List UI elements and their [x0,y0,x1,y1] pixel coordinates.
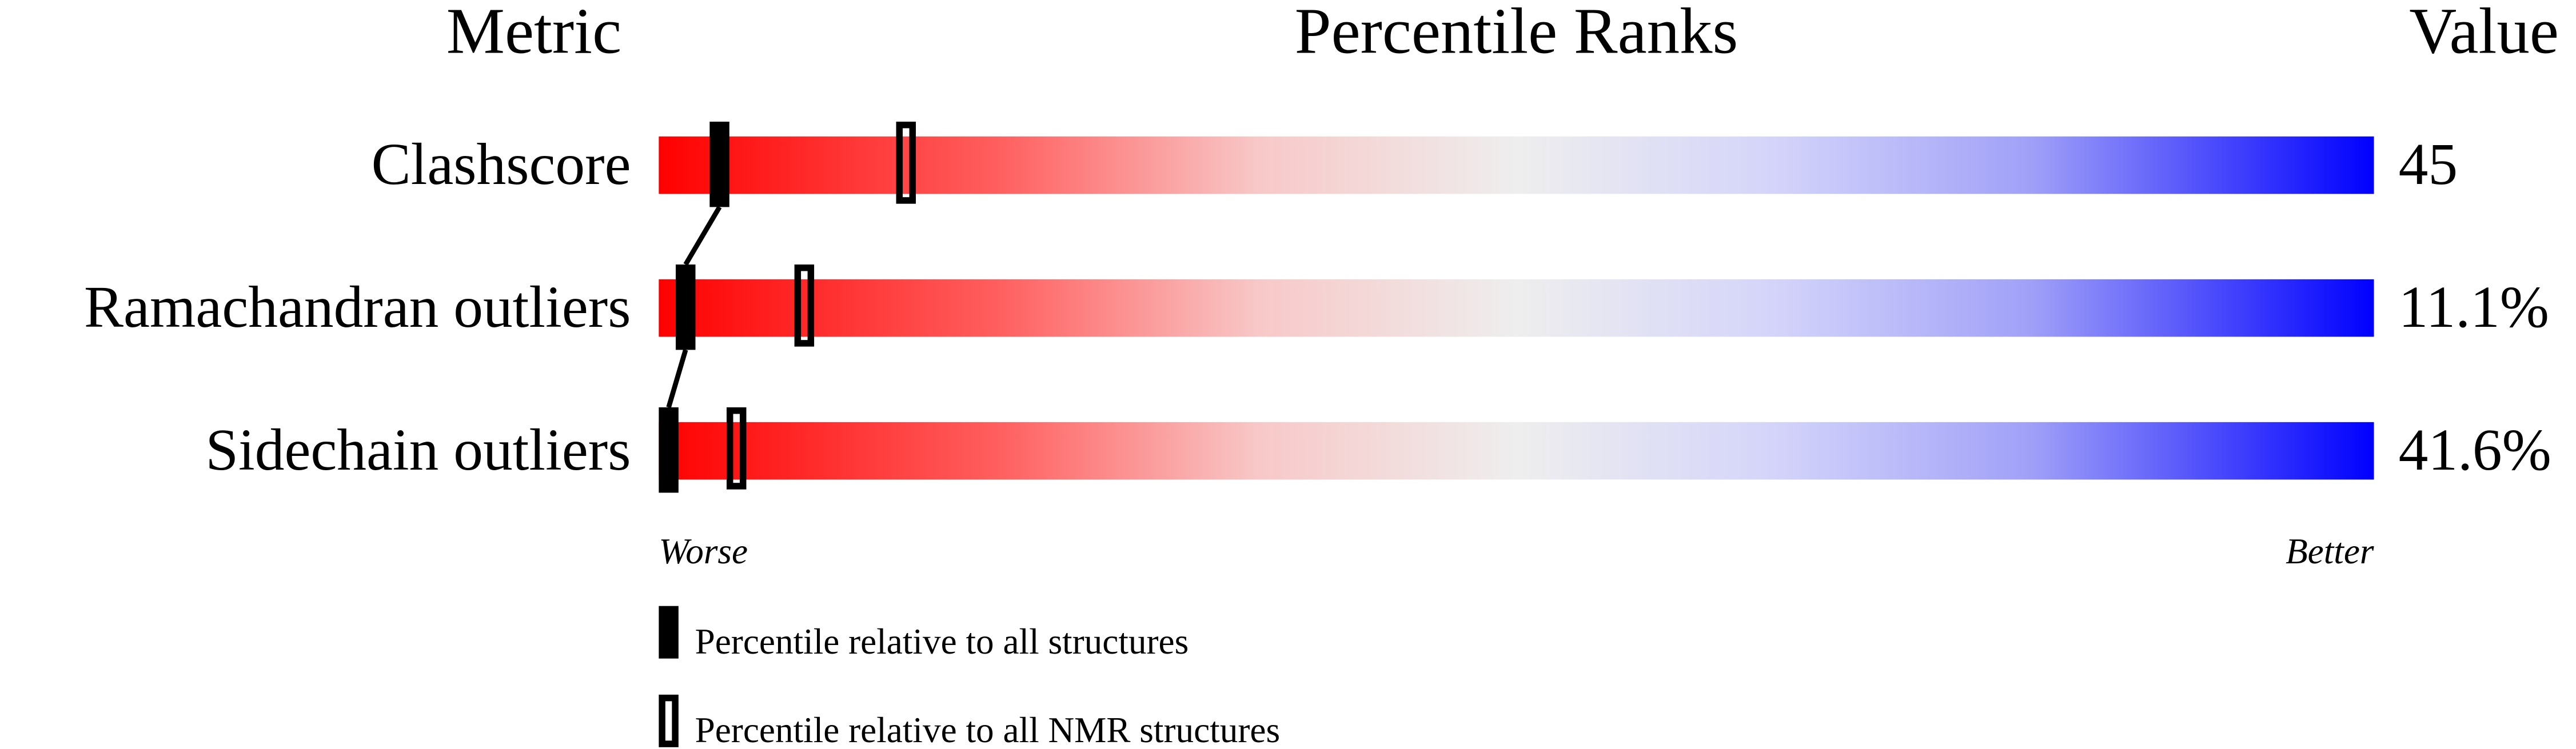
legend-open-marker [659,694,679,747]
percentile-bar [659,422,2374,480]
metric-value: 41.6% [2399,418,2551,483]
marker-nmr-percentile [896,121,916,204]
connector-line [666,206,722,408]
header-percentile-ranks: Percentile Ranks [1295,0,1738,67]
axis-label-worse: Worse [659,531,748,571]
percentile-bar [659,136,2374,194]
metric-value: 45 [2399,132,2458,197]
marker-nmr-percentile [794,264,815,347]
header-value: Value [2409,0,2559,67]
metric-label: Sidechain outliers [205,418,631,483]
metric-label: Ramachandran outliers [84,275,631,340]
percentile-bar [659,279,2374,337]
marker-all-percentile [676,264,696,350]
legend-label-nmr: Percentile relative to all NMR structure… [695,710,1280,749]
legend-label-all: Percentile relative to all structures [695,622,1189,662]
header-metric: Metric [446,0,621,67]
metric-label: Clashscore [372,132,631,197]
marker-nmr-percentile [726,407,747,490]
legend-filled-marker [659,606,679,659]
marker-all-percentile [709,121,729,207]
marker-all-percentile [659,407,679,493]
axis-label-better: Better [2286,531,2374,571]
metric-value: 11.1% [2399,275,2549,340]
